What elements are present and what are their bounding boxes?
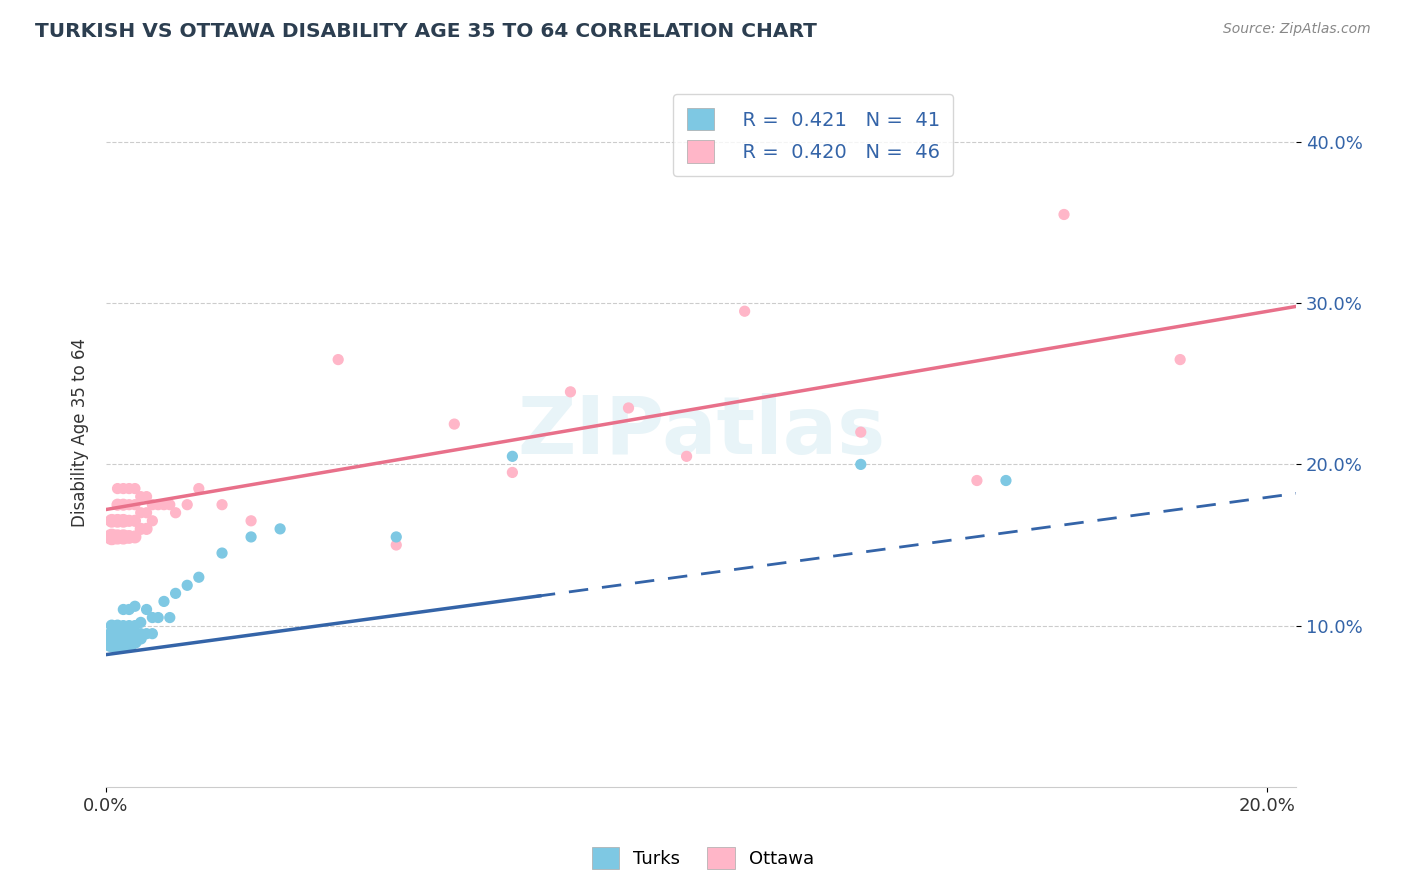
Point: [849, 458, 872, 472]
Point: [734, 304, 756, 318]
Point: [129, 490, 152, 504]
Point: [107, 626, 129, 640]
Point: [1168, 352, 1191, 367]
Point: [966, 474, 988, 488]
Point: [176, 498, 198, 512]
Point: [118, 602, 141, 616]
Point: [146, 610, 169, 624]
Point: [153, 594, 176, 608]
Point: [129, 632, 152, 646]
Point: [112, 602, 135, 616]
Point: [124, 626, 146, 640]
Point: [107, 632, 129, 646]
Point: [112, 530, 135, 544]
Point: [141, 514, 163, 528]
Point: [112, 482, 135, 496]
Point: [153, 498, 176, 512]
Point: [129, 522, 152, 536]
Point: [560, 384, 582, 399]
Point: [159, 498, 181, 512]
Point: [100, 618, 122, 632]
Point: [135, 490, 157, 504]
Point: [129, 626, 152, 640]
Point: [211, 498, 233, 512]
Point: [165, 586, 187, 600]
Point: [100, 514, 122, 528]
Point: [443, 417, 465, 431]
Point: [994, 474, 1017, 488]
Point: [141, 498, 163, 512]
Point: [112, 626, 135, 640]
Point: [124, 498, 146, 512]
Point: [124, 530, 146, 544]
Point: [617, 401, 640, 415]
Point: [112, 632, 135, 646]
Point: [176, 578, 198, 592]
Point: [124, 599, 146, 614]
Point: [124, 618, 146, 632]
Point: [118, 514, 141, 528]
Point: [112, 638, 135, 652]
Point: [135, 626, 157, 640]
Point: [135, 506, 157, 520]
Point: [135, 602, 157, 616]
Point: [112, 514, 135, 528]
Point: [107, 618, 129, 632]
Point: [165, 506, 187, 520]
Point: [501, 466, 523, 480]
Point: [211, 546, 233, 560]
Point: [118, 530, 141, 544]
Point: [187, 570, 209, 584]
Point: [124, 482, 146, 496]
Point: [118, 618, 141, 632]
Point: [124, 514, 146, 528]
Point: [146, 498, 169, 512]
Point: [100, 626, 122, 640]
Point: [100, 530, 122, 544]
Point: [675, 450, 697, 464]
Point: [107, 530, 129, 544]
Point: [124, 634, 146, 648]
Point: [269, 522, 291, 536]
Point: [187, 482, 209, 496]
Point: [328, 352, 350, 367]
Text: TURKISH VS OTTAWA DISABILITY AGE 35 TO 64 CORRELATION CHART: TURKISH VS OTTAWA DISABILITY AGE 35 TO 6…: [35, 22, 817, 41]
Point: [107, 482, 129, 496]
Point: [100, 634, 122, 648]
Point: [107, 514, 129, 528]
Point: [240, 530, 263, 544]
Point: [385, 538, 408, 552]
Point: [112, 498, 135, 512]
Text: Source: ZipAtlas.com: Source: ZipAtlas.com: [1223, 22, 1371, 37]
Point: [107, 638, 129, 652]
Legend: Turks, Ottawa: Turks, Ottawa: [583, 838, 823, 879]
Point: [1053, 207, 1076, 221]
Point: [501, 450, 523, 464]
Point: [118, 482, 141, 496]
Point: [118, 626, 141, 640]
Point: [159, 610, 181, 624]
Point: [118, 638, 141, 652]
Point: [385, 530, 408, 544]
Point: [141, 626, 163, 640]
Point: [240, 514, 263, 528]
Point: [129, 615, 152, 630]
Point: [135, 522, 157, 536]
Point: [118, 498, 141, 512]
Legend:   R =  0.421   N =  41,   R =  0.420   N =  46: R = 0.421 N = 41, R = 0.420 N = 46: [673, 95, 953, 176]
Point: [141, 610, 163, 624]
Point: [849, 425, 872, 439]
Point: [112, 618, 135, 632]
Point: [129, 506, 152, 520]
Y-axis label: Disability Age 35 to 64: Disability Age 35 to 64: [72, 338, 89, 526]
Point: [107, 498, 129, 512]
Text: ZIPatlas: ZIPatlas: [517, 393, 886, 471]
Point: [118, 632, 141, 646]
